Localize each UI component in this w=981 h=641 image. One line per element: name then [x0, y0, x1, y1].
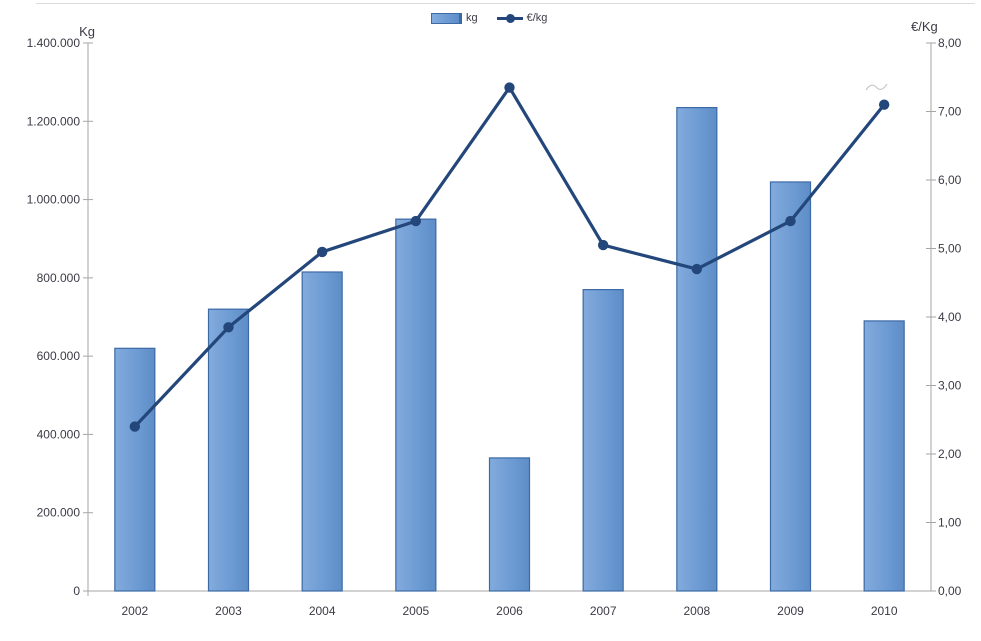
- right-axis-tick-label: 5,00: [938, 242, 962, 256]
- right-axis-title: €/Kg: [911, 19, 938, 34]
- point-2004: [316, 246, 328, 258]
- legend-label-kg: kg: [466, 12, 478, 24]
- right-axis-tick-label: 6,00: [938, 173, 962, 187]
- right-axis-tick-label: 2,00: [938, 447, 962, 461]
- left-axis-tick-label: 1.000.000: [27, 193, 81, 207]
- line-series-swatch-icon: [496, 13, 523, 23]
- line-marker-icon: [505, 13, 515, 23]
- left-axis-tick-label: 200.000: [37, 506, 81, 520]
- right-axis-tick-label: 1,00: [938, 516, 962, 530]
- legend-label-eur-per-kg: €/kg: [526, 12, 548, 24]
- bar-2005: [395, 218, 437, 592]
- x-axis-label-2010: 2010: [871, 604, 898, 618]
- x-axis-label-2003: 2003: [215, 604, 242, 618]
- bar-2006: [488, 457, 531, 592]
- bar-2004: [301, 271, 343, 592]
- chart-border-top: [36, 3, 975, 4]
- point-2010: [878, 99, 890, 110]
- bar-2003: [207, 308, 250, 592]
- point-2006: [504, 82, 515, 93]
- stray-squiggle-mark: [865, 83, 888, 91]
- bar-2002: [114, 347, 156, 592]
- bar-2008: [676, 106, 718, 592]
- right-axis-tick-label: 0,00: [938, 584, 962, 598]
- point-2009: [785, 215, 796, 227]
- left-axis-tick-label: 0: [73, 584, 80, 598]
- point-2002: [129, 421, 141, 432]
- right-axis-tick-label: 3,00: [938, 379, 962, 393]
- point-2003: [223, 322, 234, 333]
- left-axis-tick-label: 800.000: [37, 271, 81, 285]
- bar-series-swatch-icon: [431, 12, 462, 24]
- point-2008: [691, 263, 703, 275]
- legend-item-kg: kg: [431, 12, 478, 24]
- chart-legend: kg €/kg: [431, 9, 547, 27]
- x-axis-label-2006: 2006: [496, 604, 523, 618]
- right-axis-tick-label: 4,00: [938, 310, 962, 324]
- x-axis-label-2007: 2007: [590, 604, 617, 618]
- right-axis-tick-label: 8,00: [938, 36, 962, 50]
- bar-2007: [582, 289, 624, 592]
- right-axis-tick-label: 7,00: [938, 105, 962, 119]
- left-axis-title: Kg: [79, 24, 95, 39]
- point-2005: [410, 215, 422, 227]
- x-axis-label-2002: 2002: [121, 604, 148, 618]
- bar-2010: [863, 320, 905, 592]
- left-axis-tick-label: 400.000: [37, 427, 81, 441]
- legend-item-eur-per-kg: €/kg: [496, 12, 548, 24]
- left-axis-tick-label: 600.000: [37, 349, 81, 363]
- bar-2009: [769, 181, 812, 592]
- left-axis-tick-label: 1.200.000: [27, 114, 81, 128]
- x-axis-label-2009: 2009: [777, 604, 804, 618]
- left-axis-tick-label: 1.400.000: [27, 36, 81, 50]
- x-axis-label-2004: 2004: [309, 604, 336, 618]
- point-2007: [597, 239, 609, 251]
- x-axis-label-2008: 2008: [683, 604, 710, 618]
- x-axis-label-2005: 2005: [402, 604, 429, 618]
